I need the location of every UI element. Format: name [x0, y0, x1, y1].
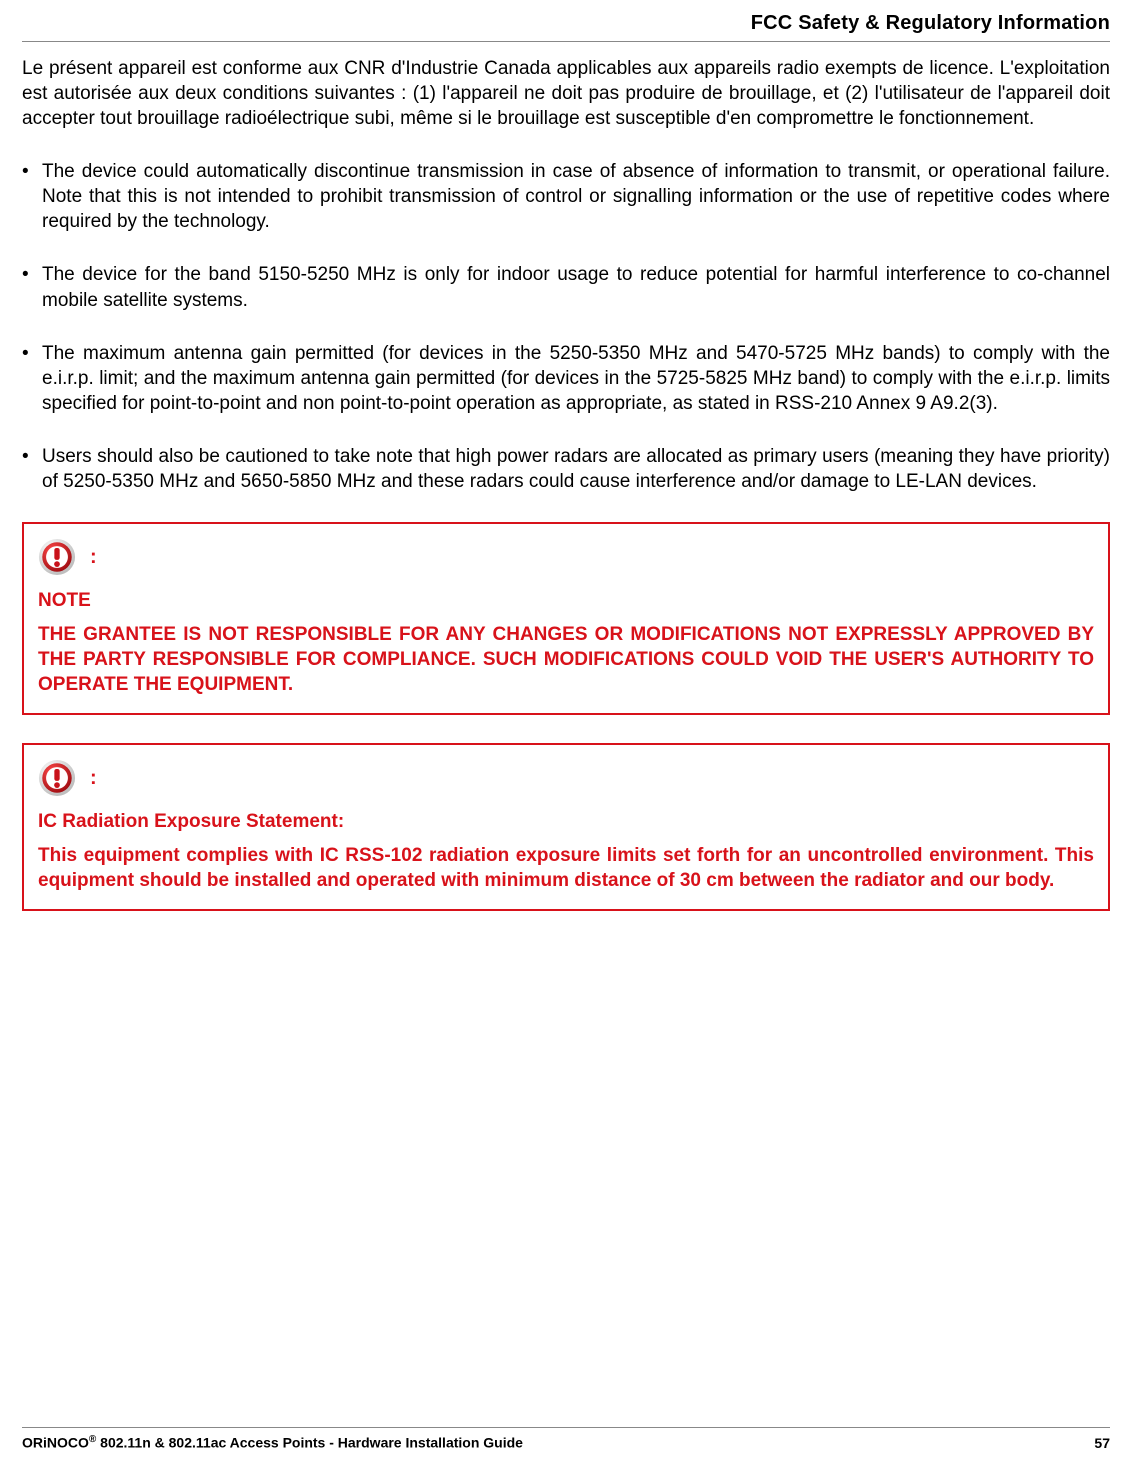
footer-row: ORiNOCO® 802.11n & 802.11ac Access Point…	[22, 1434, 1110, 1451]
document-page: FCC Safety & Regulatory Information Le p…	[0, 0, 1132, 1469]
warning-label: IC Radiation Exposure Statement:	[38, 811, 1094, 833]
warning-exclamation-icon	[38, 759, 76, 797]
warning-box-ic: : IC Radiation Exposure Statement: This …	[22, 743, 1110, 911]
warning-text: THE GRANTEE IS NOT RESPONSIBLE FOR ANY C…	[38, 622, 1094, 697]
warning-header: :	[38, 759, 1094, 797]
footer-rule	[22, 1427, 1110, 1428]
header-rule	[22, 41, 1110, 42]
warning-label: NOTE	[38, 590, 1094, 612]
page-number: 57	[1094, 1435, 1110, 1451]
list-item: The device for the band 5150-5250 MHz is…	[22, 262, 1110, 312]
warning-box-note: : NOTE THE GRANTEE IS NOT RESPONSIBLE FO…	[22, 522, 1110, 715]
list-item: The device could automatically discontin…	[22, 159, 1110, 234]
footer-suffix: 802.11n & 802.11ac Access Points - Hardw…	[96, 1435, 523, 1451]
intro-paragraph: Le présent appareil est conforme aux CNR…	[22, 56, 1110, 131]
footer-doc-title: ORiNOCO® 802.11n & 802.11ac Access Point…	[22, 1434, 523, 1451]
warning-exclamation-icon	[38, 538, 76, 576]
page-header-title: FCC Safety & Regulatory Information	[22, 12, 1110, 41]
warning-header: :	[38, 538, 1094, 576]
warning-text: This equipment complies with IC RSS-102 …	[38, 843, 1094, 893]
list-item: The maximum antenna gain permitted (for …	[22, 341, 1110, 416]
list-item: Users should also be cautioned to take n…	[22, 444, 1110, 494]
warning-colon: :	[90, 546, 97, 569]
page-footer: ORiNOCO® 802.11n & 802.11ac Access Point…	[22, 1427, 1110, 1451]
bullet-list: The device could automatically discontin…	[22, 159, 1110, 494]
footer-prefix: ORiNOCO	[22, 1435, 89, 1451]
warning-colon: :	[90, 767, 97, 790]
